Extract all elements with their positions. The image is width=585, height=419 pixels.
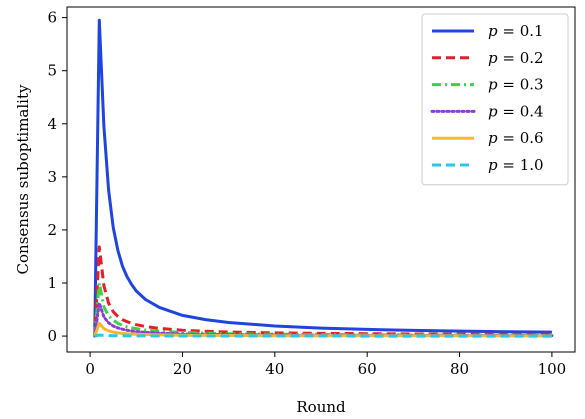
legend-label-1: p = 0.2 xyxy=(488,49,544,67)
y-tick-label: 2 xyxy=(47,221,57,239)
y-axis-label: Consensus suboptimality xyxy=(14,84,32,274)
y-tick-label: 1 xyxy=(47,274,57,292)
series-line-5 xyxy=(94,333,552,338)
legend: p = 0.1 p = 0.2 p = 0.3 p = 0.4 p = 0.6 p = 1… xyxy=(421,13,569,186)
x-tick-label: 80 xyxy=(450,360,469,378)
legend-label-4: p = 0.6 xyxy=(488,129,544,147)
y-axis: 0 1 2 3 4 5 6 xyxy=(47,9,67,345)
x-tick-label: 40 xyxy=(265,360,284,378)
x-axis: 0 20 40 60 80 100 xyxy=(85,352,566,378)
plot-frame xyxy=(66,6,576,353)
x-tick-label: 60 xyxy=(358,360,377,378)
x-tick-label: 100 xyxy=(538,360,567,378)
series-line-1 xyxy=(93,245,552,337)
y-tick-label: 3 xyxy=(47,168,57,186)
y-tick-label: 5 xyxy=(47,62,57,80)
legend-label-5: p = 1.0 xyxy=(488,156,544,174)
x-tick-label: 20 xyxy=(173,360,192,378)
series-line-2 xyxy=(93,281,552,337)
x-axis-label: Round xyxy=(296,398,346,416)
legend-label-3: p = 0.4 xyxy=(488,102,544,120)
series-layer xyxy=(93,18,554,338)
legend-frame xyxy=(421,13,569,186)
y-tick-label: 4 xyxy=(47,115,57,133)
legend-label-0: p = 0.1 xyxy=(488,22,544,40)
legend-label-2: p = 0.3 xyxy=(488,76,544,94)
x-tick-label: 0 xyxy=(85,360,95,378)
y-tick-label: 0 xyxy=(47,327,57,345)
series-line-0 xyxy=(93,18,552,337)
y-tick-label: 6 xyxy=(47,9,57,27)
